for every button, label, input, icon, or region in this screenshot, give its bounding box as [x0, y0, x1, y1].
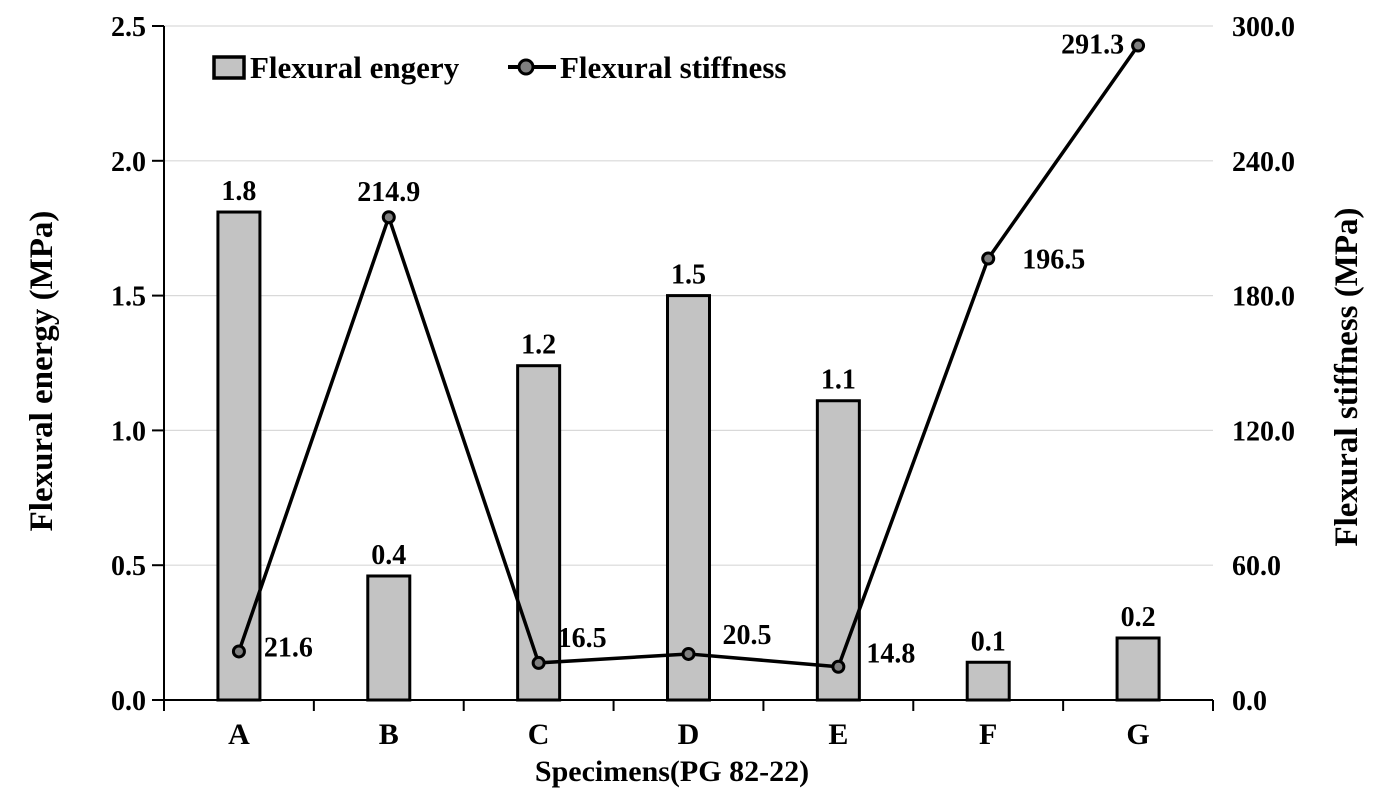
left-axis-tick-label: 1.5 — [111, 282, 146, 313]
bar-value-label: 1.8 — [221, 176, 256, 207]
bar-F — [965, 660, 1011, 702]
right-axis-tick-label: 120.0 — [1232, 416, 1295, 447]
legend-bar-swatch — [212, 55, 246, 80]
bar-value-label: 1.1 — [821, 365, 856, 396]
line-value-label: 214.9 — [357, 177, 420, 208]
right-axis-tick-label: 60.0 — [1232, 551, 1281, 582]
bar-G — [1115, 636, 1161, 702]
line-value-label: 291.3 — [1061, 30, 1124, 61]
bar-value-label: 0.2 — [1121, 602, 1156, 633]
legend-marker-circle — [517, 58, 535, 76]
marker-D — [681, 646, 696, 661]
legend-label-stiffness: Flexural stiffness — [560, 50, 786, 85]
bar-value-label: 1.5 — [671, 260, 706, 291]
left-axis-tick-label: 0.5 — [111, 551, 146, 582]
bar-value-label: 0.4 — [371, 540, 406, 571]
bar-C — [516, 364, 562, 702]
line-value-label: 20.5 — [723, 620, 772, 651]
left-axis-tick-label: 0.0 — [111, 686, 146, 717]
marker-G — [1131, 38, 1146, 53]
marker-E — [831, 659, 846, 674]
category-label-C: C — [528, 718, 550, 751]
right-axis-tick-label: 180.0 — [1232, 282, 1295, 313]
marker-A — [231, 644, 246, 659]
right-axis-title: Flexural stiffness (MPa) — [1329, 207, 1365, 546]
left-axis-tick-label: 2.0 — [111, 147, 146, 178]
category-label-A: A — [228, 718, 250, 751]
marker-C — [531, 655, 546, 670]
line-value-label: 14.8 — [866, 639, 915, 670]
marker-F — [981, 251, 996, 266]
line-value-label: 21.6 — [264, 632, 313, 663]
legend-label-energy: Flexural engery — [250, 50, 460, 85]
bar-B — [366, 574, 412, 702]
right-axis-tick-label: 240.0 — [1232, 147, 1295, 178]
bar-A — [216, 210, 262, 702]
line-value-label: 196.5 — [1022, 245, 1085, 276]
bar-value-label: 1.2 — [521, 330, 556, 361]
right-axis-tick-label: 0.0 — [1232, 686, 1267, 717]
category-label-B: B — [379, 718, 399, 751]
bar-D — [666, 294, 711, 702]
category-label-D: D — [678, 718, 700, 751]
left-axis-tick-label: 1.0 — [111, 416, 146, 447]
right-axis-tick-label: 300.0 — [1232, 12, 1295, 43]
category-label-G: G — [1126, 718, 1149, 751]
line-value-label: 16.5 — [558, 623, 607, 654]
bar-E — [815, 399, 861, 702]
left-axis-title: Flexural energy (MPa) — [24, 211, 60, 532]
bar-value-label: 0.1 — [971, 626, 1006, 657]
marker-B — [381, 210, 396, 225]
x-axis-title: Specimens(PG 82-22) — [535, 755, 809, 788]
category-label-F: F — [979, 718, 997, 751]
left-axis-tick-label: 2.5 — [111, 12, 146, 43]
category-label-E: E — [828, 718, 848, 751]
